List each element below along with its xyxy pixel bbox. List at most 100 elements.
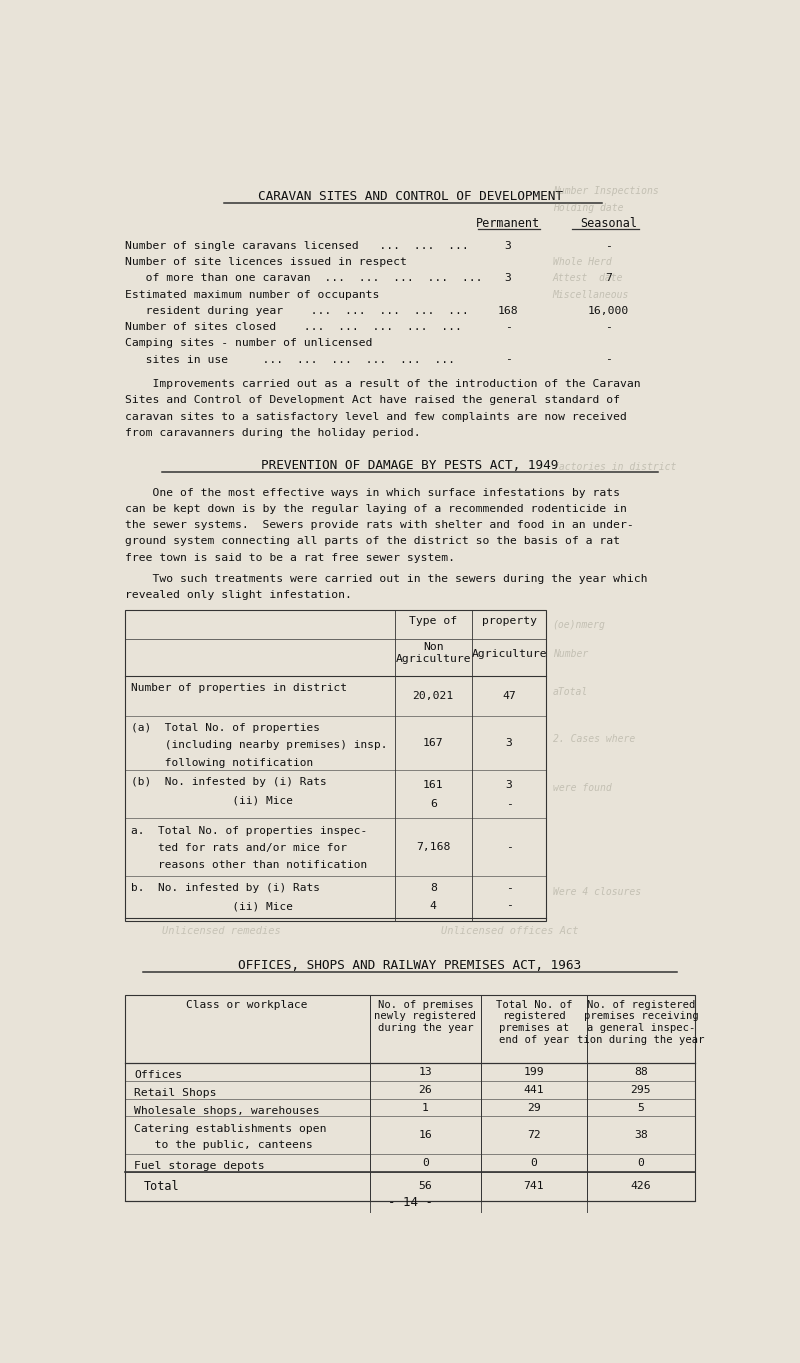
Text: 72: 72 <box>527 1130 541 1141</box>
Text: Seasonal: Seasonal <box>580 217 637 230</box>
Text: Fuel storage depots: Fuel storage depots <box>134 1161 265 1171</box>
Text: 161: 161 <box>423 780 443 789</box>
Text: Permanent: Permanent <box>476 217 540 230</box>
Text: Estimated maximum number of occupants: Estimated maximum number of occupants <box>125 289 379 300</box>
Text: 38: 38 <box>634 1130 648 1141</box>
Text: -: - <box>605 354 612 364</box>
Text: 13: 13 <box>418 1067 432 1077</box>
Text: Number of properties in district: Number of properties in district <box>131 683 347 692</box>
Text: aTotal: aTotal <box>553 687 588 698</box>
Text: Number of single caravans licensed   ...  ...  ...: Number of single caravans licensed ... .… <box>125 241 469 251</box>
Text: 20,021: 20,021 <box>413 691 454 701</box>
Text: 16,000: 16,000 <box>588 305 629 316</box>
Text: 56: 56 <box>418 1182 432 1191</box>
Text: 88: 88 <box>634 1067 648 1077</box>
Text: Section 37A: Section 37A <box>512 1221 581 1231</box>
Text: 16: 16 <box>418 1130 432 1141</box>
Text: 3: 3 <box>505 241 511 251</box>
Text: -: - <box>506 901 513 910</box>
Text: 47: 47 <box>502 691 516 701</box>
Text: Improvements carried out as a result of the introduction of the Caravan: Improvements carried out as a result of … <box>125 379 641 388</box>
Text: 426: 426 <box>630 1182 651 1191</box>
Text: Catering establishments open: Catering establishments open <box>134 1124 326 1134</box>
Text: 199: 199 <box>524 1067 544 1077</box>
Text: can be kept down is by the regular laying of a recommended rodenticide in: can be kept down is by the regular layin… <box>125 504 626 514</box>
Text: - 14 -: - 14 - <box>387 1197 433 1209</box>
Text: Retail Shops: Retail Shops <box>134 1088 217 1099</box>
Text: 167: 167 <box>423 737 443 748</box>
Text: Attest  date: Attest date <box>553 273 623 284</box>
Text: 7: 7 <box>605 273 612 284</box>
Text: Notices served: Notices served <box>274 1236 361 1247</box>
Text: No. of premises
newly registered
during the year: No. of premises newly registered during … <box>374 1000 477 1033</box>
Text: 7,168: 7,168 <box>416 842 450 852</box>
Text: Class or workplace: Class or workplace <box>186 1000 308 1010</box>
Text: from caravanners during the holiday period.: from caravanners during the holiday peri… <box>125 428 421 438</box>
Text: -: - <box>605 241 612 251</box>
Text: -: - <box>506 883 513 893</box>
Text: Number of site licences issued in respect: Number of site licences issued in respec… <box>125 258 406 267</box>
Text: -: - <box>506 799 513 808</box>
Text: Holding date: Holding date <box>553 203 623 214</box>
Text: (b)  No. infested by (i) Rats: (b) No. infested by (i) Rats <box>131 777 326 788</box>
Text: Type of: Type of <box>409 616 458 626</box>
Text: 4: 4 <box>430 901 437 910</box>
Text: 0: 0 <box>422 1157 429 1168</box>
Text: to the public, canteens: to the public, canteens <box>134 1139 313 1150</box>
Text: property: property <box>482 616 537 626</box>
Text: Number of sites closed    ...  ...  ...  ...  ...: Number of sites closed ... ... ... ... .… <box>125 322 462 333</box>
Text: Number appraised (asking etc.): Number appraised (asking etc.) <box>378 1269 566 1280</box>
Text: factories in district: factories in district <box>553 462 676 472</box>
Text: caravan sites to a satisfactory level and few complaints are now received: caravan sites to a satisfactory level an… <box>125 412 626 421</box>
Text: sites in use     ...  ...  ...  ...  ...  ...: sites in use ... ... ... ... ... ... <box>125 354 454 364</box>
Text: 2. Cases where: 2. Cases where <box>553 735 635 744</box>
Text: the sewer systems.  Sewers provide rats with shelter and food in an under-: the sewer systems. Sewers provide rats w… <box>125 521 634 530</box>
Text: Agriculture: Agriculture <box>471 649 547 660</box>
Text: 168: 168 <box>498 305 518 316</box>
Text: 3: 3 <box>506 737 513 748</box>
Text: No. of registered
premises receiving
a general inspec-
tion during the year: No. of registered premises receiving a g… <box>578 1000 705 1044</box>
Text: Unlicensed offices Act: Unlicensed offices Act <box>441 927 578 936</box>
Text: CARAVAN SITES AND CONTROL OF DEVELOPMENT: CARAVAN SITES AND CONTROL OF DEVELOPMENT <box>258 189 562 203</box>
Text: Total No. of
registered
premises at
end of year: Total No. of registered premises at end … <box>496 1000 572 1044</box>
Text: 3: 3 <box>506 780 513 789</box>
Text: reasons other than notification: reasons other than notification <box>131 860 367 871</box>
Text: 295: 295 <box>630 1085 651 1094</box>
Text: Section 3(4): Section 3(4) <box>279 1221 354 1231</box>
Text: 5: 5 <box>638 1103 644 1112</box>
Text: 0: 0 <box>638 1157 644 1168</box>
Text: were found: were found <box>553 782 611 793</box>
Text: Miscellaneous: Miscellaneous <box>553 289 629 300</box>
Text: of more than one caravan  ...  ...  ...  ...  ...: of more than one caravan ... ... ... ...… <box>125 273 482 284</box>
Text: Total: Total <box>143 1180 179 1193</box>
Text: -: - <box>505 354 511 364</box>
Text: 0: 0 <box>530 1157 538 1168</box>
Text: One of the most effective ways in which surface infestations by rats: One of the most effective ways in which … <box>125 488 620 497</box>
Text: OFFICES, SHOPS AND RAILWAY PREMISES ACT, 1963: OFFICES, SHOPS AND RAILWAY PREMISES ACT,… <box>238 958 582 972</box>
Text: 88: 88 <box>280 1306 292 1315</box>
Text: Notices served: Notices served <box>502 1236 590 1247</box>
Text: -: - <box>506 842 513 852</box>
Text: Two such treatments were carried out in the sewers during the year which: Two such treatments were carried out in … <box>125 574 647 583</box>
Text: (a)  Total No. of properties: (a) Total No. of properties <box>131 722 320 733</box>
Text: 6: 6 <box>430 799 437 808</box>
Text: 1: 1 <box>422 1103 429 1112</box>
Text: following notification: following notification <box>131 758 314 767</box>
Text: Number: Number <box>553 649 588 660</box>
Text: Unlicensed remedies: Unlicensed remedies <box>162 927 281 936</box>
Text: 26: 26 <box>418 1085 432 1094</box>
Text: Offices: Offices <box>134 1070 182 1079</box>
Text: (ii) Mice: (ii) Mice <box>131 902 293 912</box>
Text: 741: 741 <box>524 1182 544 1191</box>
Text: Non
Agriculture: Non Agriculture <box>395 642 471 664</box>
Text: b.  No. infested by (i) Rats: b. No. infested by (i) Rats <box>131 883 320 894</box>
Text: Whole Herd: Whole Herd <box>553 258 611 267</box>
Text: 441: 441 <box>524 1085 544 1094</box>
Text: 8: 8 <box>430 883 437 893</box>
Text: PREVENTION OF DAMAGE BY PESTS ACT, 1949: PREVENTION OF DAMAGE BY PESTS ACT, 1949 <box>262 459 558 472</box>
Text: cleaning and washing: cleaning and washing <box>378 1285 503 1296</box>
Text: -: - <box>505 322 511 333</box>
Text: Number Inspections: Number Inspections <box>553 185 658 196</box>
Text: (including nearby premises) insp.: (including nearby premises) insp. <box>131 740 387 750</box>
Text: Were 4 closures: Were 4 closures <box>553 886 641 897</box>
